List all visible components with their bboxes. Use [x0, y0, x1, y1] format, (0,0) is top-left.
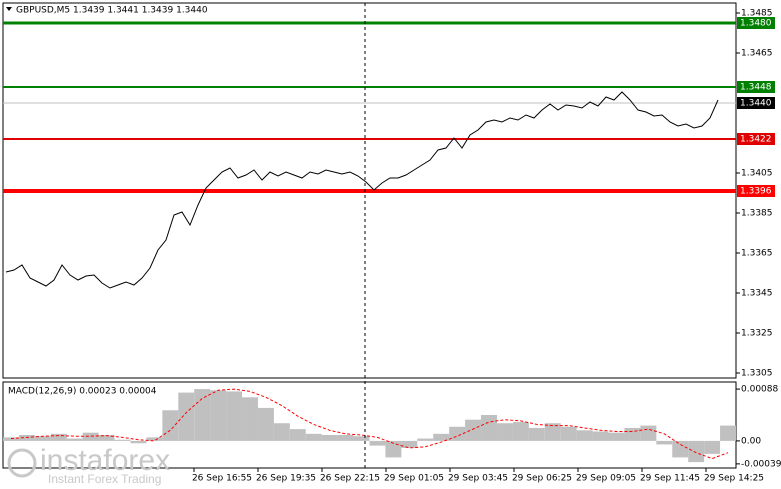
macd-bar [66, 438, 83, 441]
macd-bar [560, 426, 577, 441]
macd-bar [194, 389, 211, 441]
macd-bar [496, 423, 513, 441]
macd-bar [608, 432, 625, 441]
macd-bar [242, 397, 258, 441]
macd-bar [672, 440, 689, 458]
macd-bar [640, 425, 657, 441]
macd-bar [688, 440, 705, 463]
macd-bar [385, 440, 402, 458]
macd-bar [114, 439, 131, 441]
y-tick-label: 1.3385 [741, 209, 773, 219]
macd-bar [528, 427, 545, 441]
macd-bar [720, 425, 736, 441]
x-tick-label: 29 Sep 03:45 [448, 474, 508, 484]
y-tick-label: 0.00088 [741, 385, 778, 395]
current-price-box [737, 97, 775, 109]
macd-bar [130, 440, 147, 444]
macd-bar [417, 438, 434, 441]
macd-bar [481, 414, 497, 441]
level-label-box [737, 133, 775, 145]
logo-icon [7, 448, 37, 478]
macd-bar [592, 431, 609, 441]
macd-plot [2, 381, 737, 469]
current-price-label: 1.3440 [740, 99, 772, 109]
x-tick-label: 29 Sep 09:05 [576, 474, 636, 484]
chart-title: GBPUSD,M5 1.3439 1.3441 1.3439 1.3440 [16, 6, 208, 16]
level-label: 1.3448 [740, 83, 772, 93]
macd-bar [273, 423, 290, 441]
macd-bar [18, 435, 35, 441]
macd-bar [98, 435, 115, 441]
macd-bar [34, 436, 51, 441]
marks [3, 12, 740, 465]
macd-bar [226, 391, 243, 441]
y-tick-label: 1.3465 [741, 49, 773, 59]
x-tick-label: 29 Sep 14:25 [704, 474, 764, 484]
level-label: 1.3422 [740, 135, 772, 145]
macd-bar [210, 390, 227, 441]
macd-bar [257, 407, 274, 441]
price-line [5, 91, 719, 289]
macd-bar [544, 423, 561, 441]
macd-bar [704, 440, 721, 454]
macd-bar [289, 429, 306, 441]
signal-line [10, 388, 729, 460]
macd-bar [465, 419, 482, 441]
y-tick-label: 0.00 [741, 436, 761, 446]
level-label: 1.3480 [740, 19, 772, 29]
watermark-brand: instaforex [40, 444, 170, 477]
x-tick-label: 26 Sep 16:55 [192, 474, 252, 484]
y-tick-label: 1.3485 [741, 9, 773, 19]
macd-bar [50, 433, 67, 441]
macd-bar [449, 426, 466, 441]
y-tick-label: -0.00039 [741, 459, 781, 469]
macd-bar [178, 392, 195, 441]
level-label-box [737, 17, 775, 29]
level-label-box [737, 81, 775, 93]
macd-bar [576, 430, 593, 441]
macd-bar [321, 435, 338, 441]
y-tick-label: 1.3365 [741, 249, 773, 259]
macd-bar [82, 432, 99, 441]
menu-arrow [6, 7, 12, 11]
macd-bar [146, 437, 163, 441]
macd-bar [305, 433, 322, 441]
macd-bar [353, 436, 370, 441]
watermark: instaforex Instant Forex Trading [7, 444, 170, 486]
macd-bar [3, 437, 19, 441]
macd-bar [369, 440, 386, 446]
x-tick-label: 26 Sep 22:15 [320, 474, 380, 484]
y-tick-label: 1.3345 [741, 289, 773, 299]
macd-bar [337, 435, 354, 441]
level-label-box [737, 185, 775, 197]
x-tick-label: 29 Sep 01:05 [384, 474, 444, 484]
y-tick-label: 1.3305 [741, 369, 773, 379]
y-tick-label: 1.3325 [741, 329, 773, 339]
x-tick-label: 29 Sep 06:25 [512, 474, 572, 484]
macd-bar [162, 410, 179, 441]
macd-bar [656, 440, 673, 445]
macd-title: MACD(12,26,9) 0.00023 0.00004 [8, 387, 157, 397]
level-label: 1.3396 [740, 187, 772, 197]
x-tick-label: 26 Sep 19:35 [256, 474, 316, 484]
y-tick-label: 1.3405 [741, 169, 773, 179]
watermark-tagline: Instant Forex Trading [48, 472, 161, 486]
macd-bar [401, 440, 418, 448]
macd-bar [433, 433, 450, 441]
macd-bar [624, 427, 641, 441]
x-tick-label: 29 Sep 11:45 [640, 474, 700, 484]
macd-bar [512, 422, 529, 441]
